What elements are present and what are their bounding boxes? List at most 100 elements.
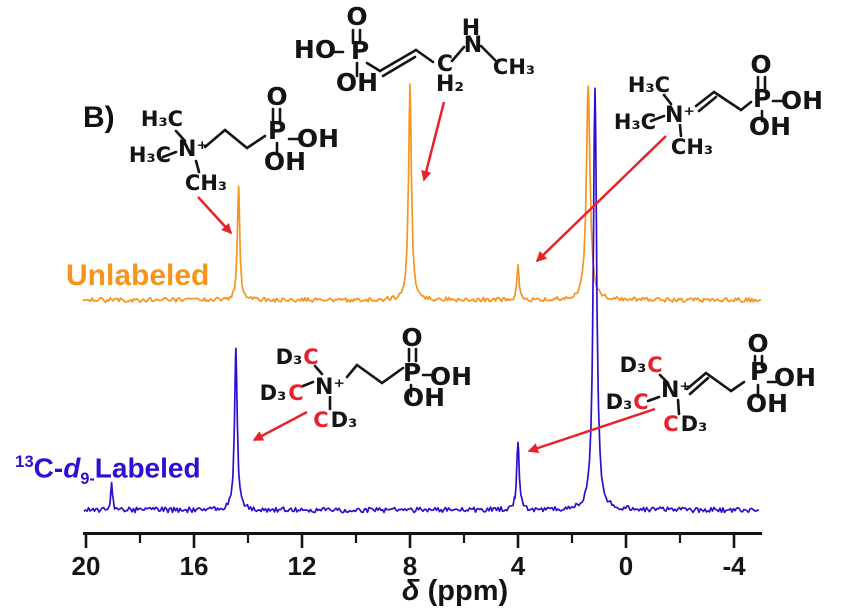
c13-d9-series-label: 13C-d9-Labeled — [15, 452, 201, 489]
atom-label: OH — [746, 389, 788, 418]
atom-label: N⁺ — [315, 375, 345, 400]
atom-label: N⁺ — [665, 103, 695, 128]
d9-subscript: 9- — [80, 469, 95, 488]
atom-label: P — [403, 358, 421, 387]
bond — [174, 129, 187, 143]
atom-label: P — [750, 357, 768, 386]
bond — [381, 55, 417, 78]
unlabeled-series-label: Unlabeled — [66, 259, 210, 292]
bond — [223, 128, 249, 150]
atom-label: C — [633, 390, 648, 414]
assignment-arrow — [527, 407, 656, 454]
atom-label: OH — [264, 147, 306, 176]
bond — [313, 364, 324, 376]
bond — [739, 100, 753, 112]
atom-label: CH₃ — [671, 135, 713, 159]
atom-label: C — [303, 345, 318, 369]
atom-label: N — [464, 33, 482, 58]
atom-label: P — [351, 36, 369, 65]
tick-label: 20 — [72, 551, 101, 581]
bond — [301, 380, 315, 388]
atom-label: D₃ — [606, 390, 633, 414]
bond — [479, 44, 497, 62]
tick-label: 12 — [288, 551, 317, 581]
atom-label: OH — [749, 112, 791, 141]
atom-label: P — [268, 116, 286, 145]
bond — [662, 93, 673, 106]
atom-label: O — [750, 50, 771, 79]
bond — [676, 398, 681, 416]
tick-label: 16 — [180, 551, 209, 581]
panel-label: B) — [83, 101, 115, 134]
atom-label: OH — [297, 124, 339, 153]
bond — [646, 395, 661, 403]
atom-label: OH — [403, 383, 445, 412]
bond — [658, 373, 670, 385]
atom-label: HO — [294, 35, 336, 64]
bond — [203, 128, 227, 149]
atom-label: CH₃ — [185, 171, 227, 195]
atom-label: D₃ — [276, 345, 303, 369]
atom-label: H₃C — [628, 73, 670, 97]
atom-label: C — [313, 408, 328, 432]
atom-label: OH — [774, 363, 816, 392]
labeled-text: Labeled — [94, 452, 201, 484]
bond — [345, 363, 359, 379]
atom-label: C — [288, 381, 303, 405]
atom-label: C — [437, 52, 453, 77]
bond — [365, 61, 382, 73]
assignment-arrow — [421, 101, 446, 182]
bond — [414, 48, 435, 64]
x-axis-label: δ (ppm) — [402, 575, 508, 607]
atom-label: H — [462, 16, 480, 41]
tick-label: 8 — [403, 551, 417, 581]
isotope-superscript: 13 — [15, 452, 34, 471]
atom-label: O — [346, 2, 367, 31]
bond — [378, 48, 418, 73]
atom-label: CH₃ — [493, 55, 535, 79]
atom-label: P — [753, 84, 771, 113]
assignment-arrow — [535, 135, 667, 263]
bond — [649, 114, 666, 123]
atom-label: OH — [336, 68, 378, 97]
assignment-arrow — [197, 196, 233, 235]
atom-label: D₃ — [620, 353, 647, 377]
bond — [678, 123, 683, 138]
bond — [685, 371, 708, 391]
atom-label: C — [663, 412, 678, 436]
atom-label: OH — [430, 362, 472, 391]
bond — [245, 134, 267, 150]
trace-13c-d9-labeled — [83, 87, 760, 514]
atom-label: H₃C — [141, 107, 183, 131]
atom-label: O — [401, 323, 422, 352]
atom-label: D₃ — [681, 412, 708, 436]
atom-label: N⁺ — [178, 137, 208, 162]
bond — [161, 150, 178, 159]
carbon-text: C- — [33, 452, 64, 484]
atom-label: O — [747, 329, 768, 358]
bond — [380, 366, 405, 385]
bond — [712, 90, 743, 112]
atom-label: H₂ — [436, 72, 464, 97]
assignment-arrow — [252, 410, 308, 442]
bond — [694, 90, 716, 108]
bond — [729, 380, 746, 393]
d-italic: d — [63, 452, 81, 484]
tick-label: 0 — [619, 551, 633, 581]
bond — [355, 363, 384, 385]
x-axis: 20 16 12 8 4 0 -4 δ (ppm) — [72, 532, 762, 607]
atom-label: D₃ — [260, 381, 287, 405]
atom-label: H₃C — [129, 143, 171, 167]
bond — [450, 45, 466, 63]
bond — [697, 95, 718, 113]
atom-label: C — [647, 353, 662, 377]
atom-label: OH — [781, 86, 823, 115]
trace-unlabeled — [82, 83, 762, 303]
atom-label: N⁺ — [661, 378, 691, 403]
